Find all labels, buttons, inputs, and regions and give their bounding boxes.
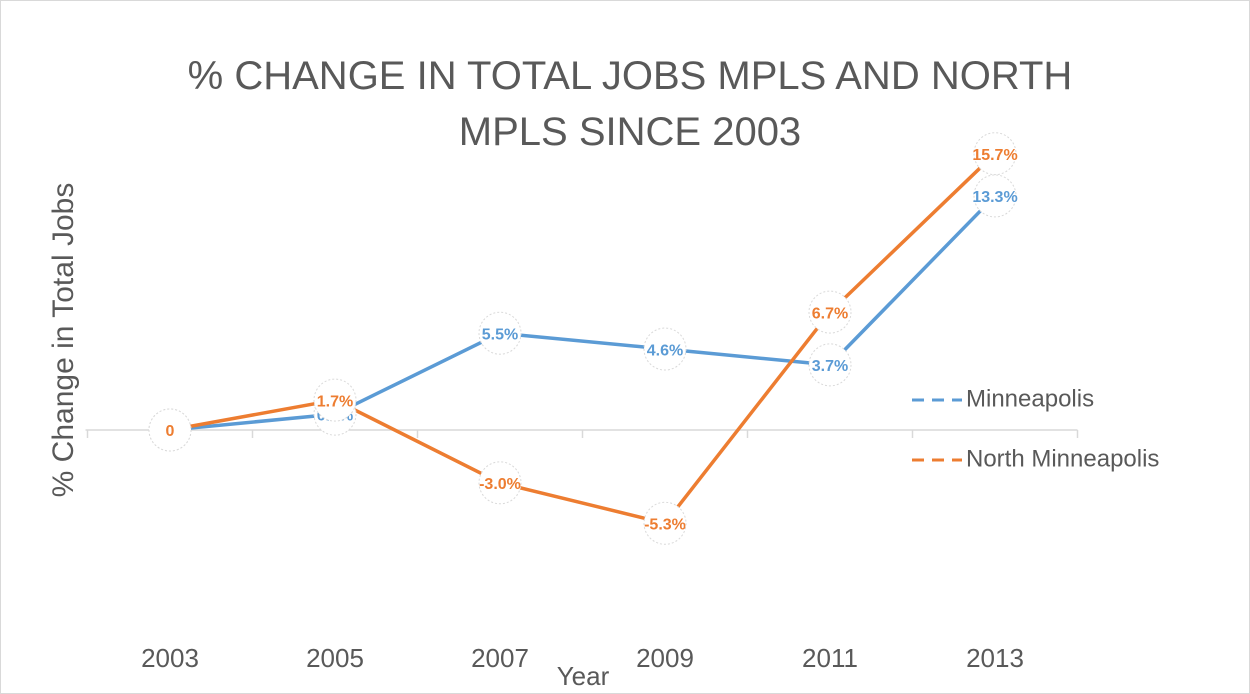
x-tick-label: 2009 (636, 643, 694, 673)
data-label: -3.0% (479, 476, 521, 493)
data-marker (973, 132, 1017, 176)
data-label: 6.7% (812, 305, 848, 322)
data-label: -5.3% (644, 516, 686, 533)
data-marker (643, 327, 687, 371)
data-marker (478, 311, 522, 355)
data-label: 1.7% (317, 393, 353, 410)
data-label: 0 (166, 423, 175, 440)
data-marker (643, 501, 687, 545)
x-tick-label: 2007 (471, 643, 529, 673)
x-tick-label: 2005 (306, 643, 364, 673)
legend-label: Minneapolis (966, 385, 1094, 412)
x-tick-label: 2003 (141, 643, 199, 673)
y-axis-label: % Change in Total Jobs (47, 183, 80, 498)
x-tick-label: 2013 (966, 643, 1024, 673)
data-marker (313, 378, 357, 422)
data-label: 3.7% (812, 358, 848, 375)
chart-title: % CHANGE IN TOTAL JOBS MPLS AND NORTH MP… (187, 54, 1073, 154)
x-axis-label: Year (557, 661, 610, 691)
data-marker (148, 408, 192, 452)
data-marker (478, 461, 522, 505)
series-line (169, 152, 997, 526)
series-line (169, 194, 997, 432)
data-marker (808, 343, 852, 387)
data-marker (973, 174, 1017, 218)
data-label: 15.7% (972, 147, 1017, 164)
data-label: 5.5% (482, 326, 518, 343)
x-tick-label: 2011 (802, 643, 858, 673)
data-marker (808, 290, 852, 334)
data-label: 13.3% (972, 189, 1017, 206)
legend-label: North Minneapolis (966, 445, 1159, 472)
data-label: 4.6% (647, 342, 683, 359)
